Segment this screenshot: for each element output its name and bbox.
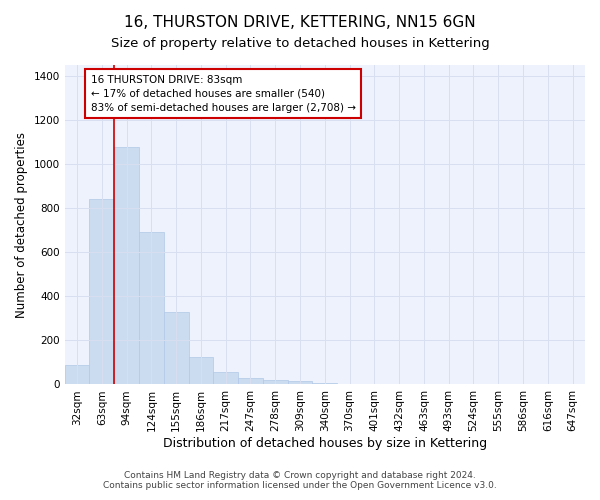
Bar [214, 372, 238, 384]
Y-axis label: Number of detached properties: Number of detached properties [15, 132, 28, 318]
Bar [188, 357, 214, 384]
Bar [238, 378, 263, 384]
Bar [287, 381, 313, 384]
Text: Contains HM Land Registry data © Crown copyright and database right 2024.
Contai: Contains HM Land Registry data © Crown c… [103, 470, 497, 490]
X-axis label: Distribution of detached houses by size in Kettering: Distribution of detached houses by size … [163, 437, 487, 450]
Bar [89, 200, 114, 384]
Text: 16, THURSTON DRIVE, KETTERING, NN15 6GN: 16, THURSTON DRIVE, KETTERING, NN15 6GN [124, 15, 476, 30]
Bar [65, 364, 89, 384]
Bar [313, 382, 337, 384]
Bar [263, 380, 287, 384]
Bar [139, 232, 164, 384]
Text: 16 THURSTON DRIVE: 83sqm
← 17% of detached houses are smaller (540)
83% of semi-: 16 THURSTON DRIVE: 83sqm ← 17% of detach… [91, 74, 356, 112]
Bar [114, 146, 139, 384]
Bar [164, 312, 188, 384]
Text: Size of property relative to detached houses in Kettering: Size of property relative to detached ho… [110, 38, 490, 51]
